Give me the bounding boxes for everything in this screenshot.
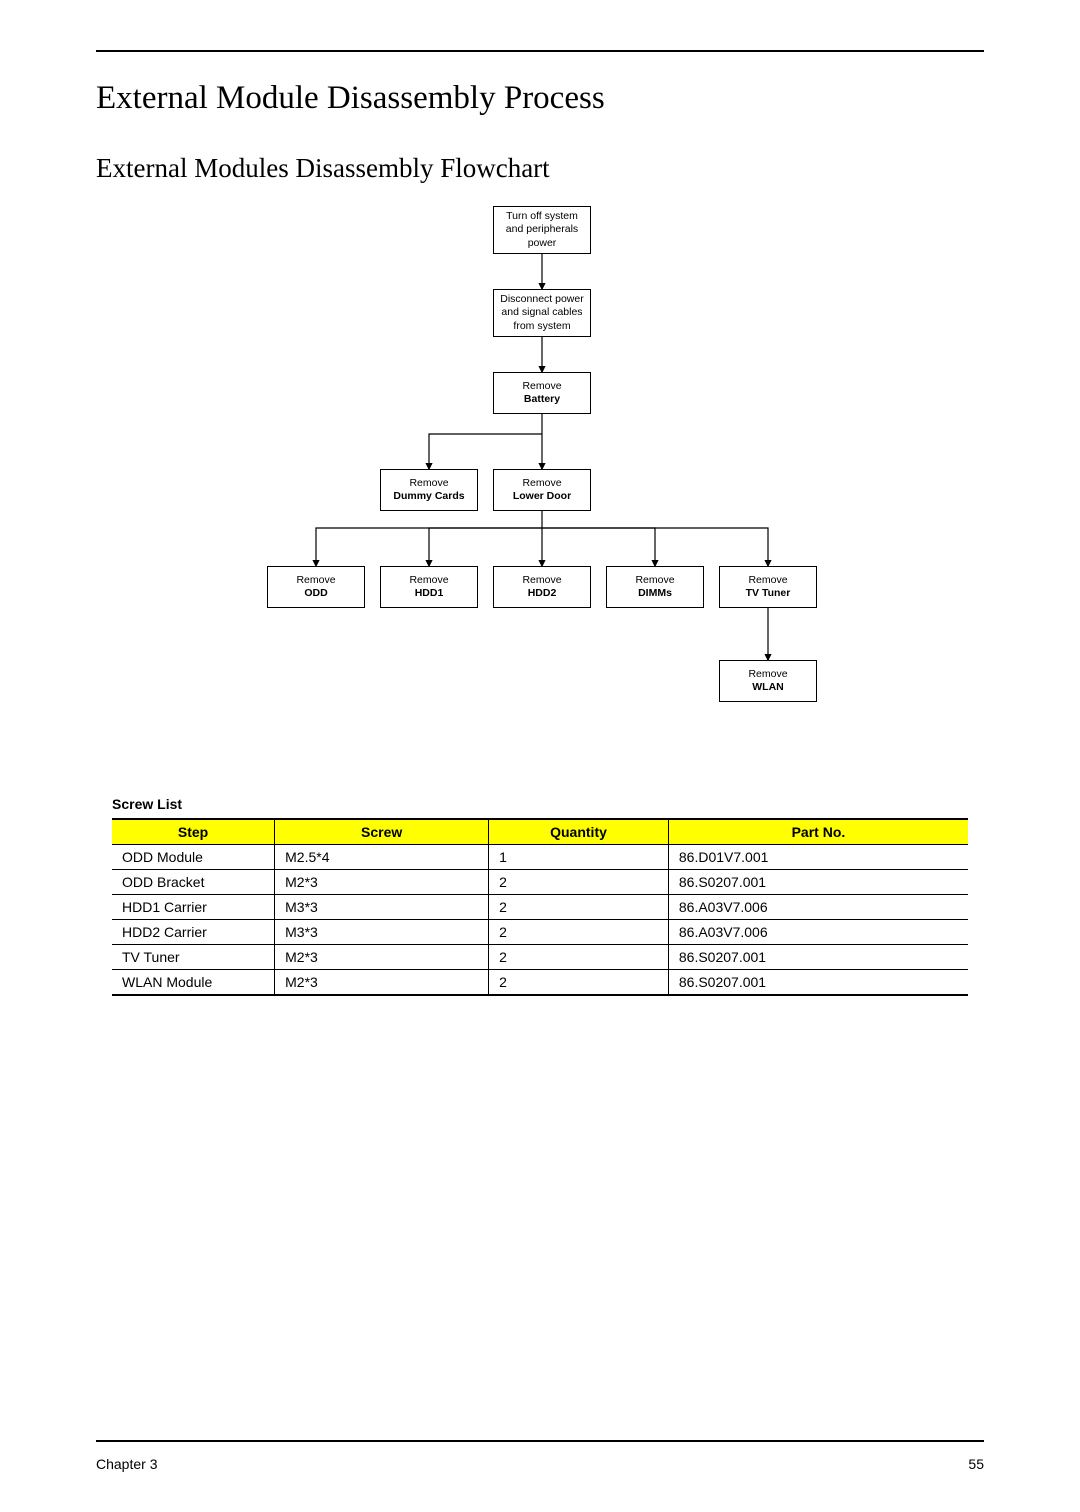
flowchart-node: RemoveODD [267, 566, 365, 608]
table-cell: M2*3 [275, 945, 489, 970]
flowchart-node-text: HDD1 [415, 587, 444, 600]
table-row: ODD BracketM2*3286.S0207.001 [112, 870, 968, 895]
flowchart-node-text: Remove [409, 574, 448, 587]
table-cell: WLAN Module [112, 970, 275, 996]
table-header-row: StepScrewQuantityPart No. [112, 819, 968, 845]
flowchart-node-text: DIMMs [638, 587, 672, 600]
page-subtitle: External Modules Disassembly Flowchart [96, 153, 984, 184]
flowchart-node-text: Remove [409, 477, 448, 490]
flowchart-node-text: WLAN [752, 681, 784, 694]
flowchart-node-text: Dummy Cards [393, 490, 464, 503]
table-cell: HDD1 Carrier [112, 895, 275, 920]
flowchart-node-text: and signal cables [501, 306, 582, 319]
table-cell: 2 [489, 895, 669, 920]
table-cell: 86.A03V7.006 [668, 920, 968, 945]
flowchart-canvas: Turn off systemand peripheralspower Disco… [210, 206, 870, 766]
flowchart-node: Turn off systemand peripheralspower [493, 206, 591, 254]
flowchart-edge [429, 528, 542, 566]
table-cell: HDD2 Carrier [112, 920, 275, 945]
flowchart-node-text: Remove [748, 668, 787, 681]
table-header-cell: Step [112, 819, 275, 845]
table-header-cell: Screw [275, 819, 489, 845]
flowchart-node-text: Remove [748, 574, 787, 587]
table-cell: 2 [489, 945, 669, 970]
table-cell: ODD Module [112, 845, 275, 870]
flowchart-node: Disconnect powerand signal cablesfrom sy… [493, 289, 591, 337]
flowchart-node-text: Battery [524, 393, 560, 406]
page-footer: Chapter 3 55 [96, 1440, 984, 1472]
table-cell: ODD Bracket [112, 870, 275, 895]
table-row: WLAN ModuleM2*3286.S0207.001 [112, 970, 968, 996]
flowchart-node-text: Remove [296, 574, 335, 587]
flowchart-edge [429, 434, 542, 469]
flowchart-node: RemoveDummy Cards [380, 469, 478, 511]
table-row: HDD2 CarrierM3*3286.A03V7.006 [112, 920, 968, 945]
flowchart-node-text: and peripherals [506, 223, 578, 236]
table-cell: 1 [489, 845, 669, 870]
footer-chapter: Chapter 3 [96, 1456, 157, 1472]
flowchart-node-text: power [528, 237, 557, 250]
flowchart-node-text: Lower Door [513, 490, 571, 503]
flowchart-node-text: Remove [522, 477, 561, 490]
top-divider [96, 50, 984, 52]
table-cell: M3*3 [275, 920, 489, 945]
table-header-cell: Part No. [668, 819, 968, 845]
table-cell: TV Tuner [112, 945, 275, 970]
page-title: External Module Disassembly Process [96, 80, 984, 117]
table-header-cell: Quantity [489, 819, 669, 845]
flowchart-node-text: Turn off system [506, 210, 578, 223]
table-cell: 2 [489, 920, 669, 945]
table-cell: M2*3 [275, 970, 489, 996]
flowchart-node-text: Remove [522, 380, 561, 393]
flowchart-node: RemoveBattery [493, 372, 591, 414]
flowchart-node-text: Disconnect power [500, 293, 583, 306]
flowchart-node-text: ODD [304, 587, 327, 600]
flowchart-node-text: HDD2 [528, 587, 557, 600]
flowchart-node-text: Remove [635, 574, 674, 587]
table-cell: 86.S0207.001 [668, 870, 968, 895]
flowchart-node: RemoveDIMMs [606, 566, 704, 608]
table-cell: 86.S0207.001 [668, 970, 968, 996]
flowchart-node-text: Remove [522, 574, 561, 587]
flowchart-node-text: TV Tuner [746, 587, 791, 600]
table-row: ODD ModuleM2.5*4186.D01V7.001 [112, 845, 968, 870]
flowchart-node: RemoveWLAN [719, 660, 817, 702]
flowchart-edge [542, 528, 768, 566]
screw-list-title: Screw List [112, 796, 968, 812]
table-cell: 86.S0207.001 [668, 945, 968, 970]
table-cell: 86.D01V7.001 [668, 845, 968, 870]
table-row: HDD1 CarrierM3*3286.A03V7.006 [112, 895, 968, 920]
screw-list-table: StepScrewQuantityPart No. ODD ModuleM2.5… [112, 818, 968, 996]
table-cell: 2 [489, 870, 669, 895]
table-cell: 2 [489, 970, 669, 996]
flowchart-edge [542, 528, 655, 566]
table-cell: M3*3 [275, 895, 489, 920]
table-cell: 86.A03V7.006 [668, 895, 968, 920]
footer-page-number: 55 [968, 1456, 984, 1472]
flowchart-node: RemoveHDD1 [380, 566, 478, 608]
flowchart-node: RemoveTV Tuner [719, 566, 817, 608]
table-cell: M2*3 [275, 870, 489, 895]
table-cell: M2.5*4 [275, 845, 489, 870]
flowchart-node: RemoveLower Door [493, 469, 591, 511]
flowchart-edge [316, 528, 542, 566]
table-row: TV TunerM2*3286.S0207.001 [112, 945, 968, 970]
flowchart-node-text: from system [513, 320, 570, 333]
flowchart-node: RemoveHDD2 [493, 566, 591, 608]
